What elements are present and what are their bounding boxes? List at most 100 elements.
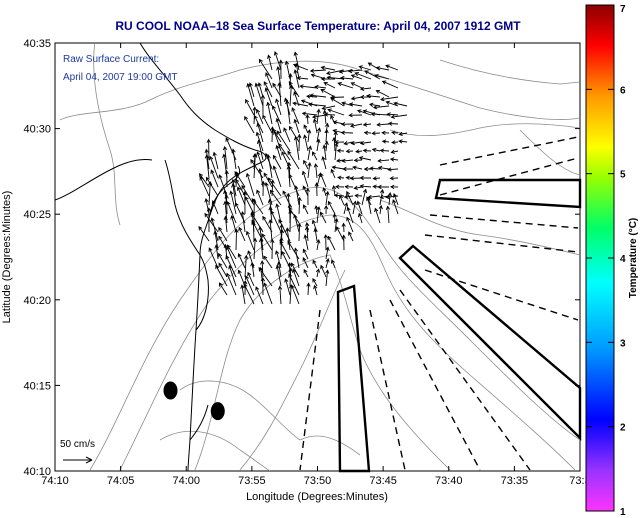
- current-vector: [268, 205, 273, 224]
- current-vector: [218, 226, 228, 242]
- colorbar-tick-label: 3: [620, 338, 626, 349]
- current-vector: [285, 227, 291, 251]
- current-vector: [240, 210, 246, 233]
- current-vector: [279, 240, 291, 260]
- current-vector: [379, 188, 385, 206]
- current-vector: [366, 196, 372, 215]
- current-vector: [256, 189, 264, 206]
- current-vector: [387, 167, 399, 172]
- current-vector: [265, 72, 273, 89]
- current-vector: [231, 148, 237, 170]
- current-vector: [218, 282, 228, 296]
- x-tick-label: 73:3: [569, 475, 590, 487]
- current-vector: [346, 216, 354, 233]
- current-vector: [370, 111, 390, 117]
- current-vector: [345, 149, 354, 154]
- current-vector: [238, 226, 246, 242]
- current-vector: [244, 275, 255, 296]
- current-vector: [334, 140, 345, 145]
- current-vector: [252, 237, 258, 260]
- scale-arrow: [63, 456, 93, 464]
- current-vector: [389, 184, 399, 189]
- current-vector: [272, 82, 282, 98]
- current-vector: [327, 200, 336, 215]
- current-vector: [198, 173, 210, 188]
- current-vector: [386, 112, 399, 117]
- current-vector: [347, 68, 363, 74]
- current-vector: [324, 128, 329, 143]
- scale-label: 50 cm/s: [60, 439, 95, 450]
- current-vector: [349, 123, 363, 128]
- x-tick-label: 73:35: [501, 475, 529, 487]
- current-vector: [206, 138, 211, 161]
- current-vector: [322, 109, 327, 125]
- current-vector: [276, 261, 282, 278]
- current-vector: [272, 154, 282, 170]
- current-vector: [297, 222, 302, 242]
- current-vector: [387, 121, 399, 126]
- current-vector: [354, 193, 363, 198]
- current-vector: [385, 100, 399, 107]
- current-vector: [316, 138, 321, 152]
- current-vector: [275, 117, 282, 134]
- current-vector: [256, 139, 264, 161]
- current-vector: [322, 187, 327, 197]
- current-vector: [302, 257, 309, 269]
- y-tick-label: 40:30: [23, 124, 51, 136]
- current-vector: [224, 169, 229, 188]
- current-vector: [260, 276, 265, 296]
- plot-area: [54, 42, 581, 472]
- x-tick-label: 73:55: [238, 475, 266, 487]
- current-vector: [273, 51, 282, 71]
- current-vector: [204, 154, 210, 179]
- current-vector: [324, 204, 329, 215]
- current-vector: [226, 201, 237, 224]
- current-vector: [309, 68, 327, 73]
- current-vector: [204, 148, 210, 170]
- current-vector: [297, 133, 302, 152]
- current-vector: [320, 76, 336, 82]
- current-vector: [250, 261, 255, 278]
- current-vector: [225, 254, 237, 278]
- current-vector: [358, 156, 372, 161]
- current-vector: [389, 176, 399, 181]
- current-vector: [275, 98, 282, 116]
- current-vector: [341, 222, 346, 233]
- current-vector: [312, 259, 318, 269]
- current-vector: [230, 215, 237, 233]
- current-vector: [379, 148, 390, 153]
- current-vector: [336, 226, 345, 242]
- current-vector: [312, 151, 318, 161]
- current-vector: [372, 105, 390, 110]
- current-vector: [342, 166, 353, 172]
- current-vector: [303, 268, 309, 278]
- current-vector: [398, 139, 408, 144]
- current-vector: [247, 271, 255, 287]
- current-vector: [377, 165, 390, 171]
- current-vector: [268, 219, 273, 242]
- current-vector: [363, 130, 372, 135]
- current-vector: [247, 250, 255, 269]
- bathymetry-contours: [59, 43, 580, 471]
- current-vector: [284, 278, 291, 296]
- current-vector: [350, 82, 363, 89]
- current-vector: [337, 82, 354, 89]
- current-vector: [288, 273, 300, 296]
- current-vector: [314, 182, 319, 197]
- current-vector: [380, 96, 399, 102]
- current-vector: [331, 165, 345, 170]
- current-vector: [378, 204, 383, 215]
- current-vector: [371, 131, 381, 136]
- current-vector: [223, 200, 228, 224]
- current-vector: [359, 86, 372, 92]
- current-vector: [391, 140, 399, 145]
- current-vector: [243, 283, 255, 305]
- current-vector: [316, 108, 321, 125]
- current-vector: [290, 284, 300, 305]
- current-vector: [263, 255, 273, 269]
- current-vector: [313, 284, 318, 296]
- current-vector: [264, 87, 273, 107]
- current-vector: [367, 194, 381, 200]
- current-vector: [336, 148, 345, 153]
- current-vector: [275, 250, 282, 269]
